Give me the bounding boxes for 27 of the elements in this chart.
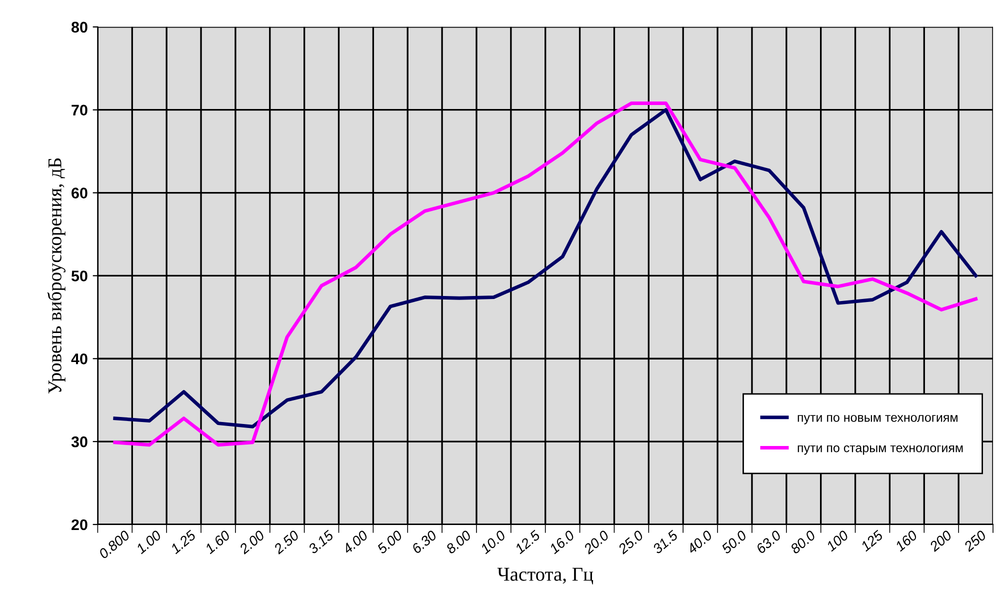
x-tick-label: 80.0 [790, 530, 816, 554]
x-tick-label: 10.0 [480, 530, 506, 554]
y-tick-label: 60 [72, 188, 88, 198]
y-tick-label: 30 [71, 436, 88, 448]
x-tick-label: 160 [894, 530, 918, 552]
x-tick-label: 5.00 [376, 530, 404, 554]
x-tick-label: 250 [962, 530, 987, 552]
y-axis-title: Уровень виброускорения, дБ [47, 158, 66, 394]
legend-label: пути по новым технологиям [798, 414, 958, 424]
legend-label: пути по старым технологиям [798, 445, 963, 455]
x-tick-label: 50.0 [720, 530, 748, 554]
x-tick-label: 1.60 [204, 530, 231, 554]
y-tick-label: 80 [71, 22, 88, 33]
y-tick-label: 40 [71, 354, 88, 364]
x-tick-label: 63.0 [756, 530, 782, 554]
x-axis-title: Частота, Гц [497, 568, 594, 584]
y-tick-label: 50 [71, 270, 88, 282]
x-tick-label: 125 [860, 530, 884, 552]
y-tick-label: 20 [72, 519, 88, 530]
x-tick-label: 100 [826, 530, 850, 552]
x-tick-label: 40.0 [686, 530, 713, 554]
x-tick-label: 200 [928, 530, 953, 552]
x-tick-label: 4.00 [342, 530, 369, 554]
y-tick-label: 70 [72, 104, 88, 116]
x-tick-label: 8.00 [445, 530, 472, 554]
x-tick-label: 6.30 [411, 530, 438, 554]
x-tick-label: 3.15 [308, 530, 334, 554]
